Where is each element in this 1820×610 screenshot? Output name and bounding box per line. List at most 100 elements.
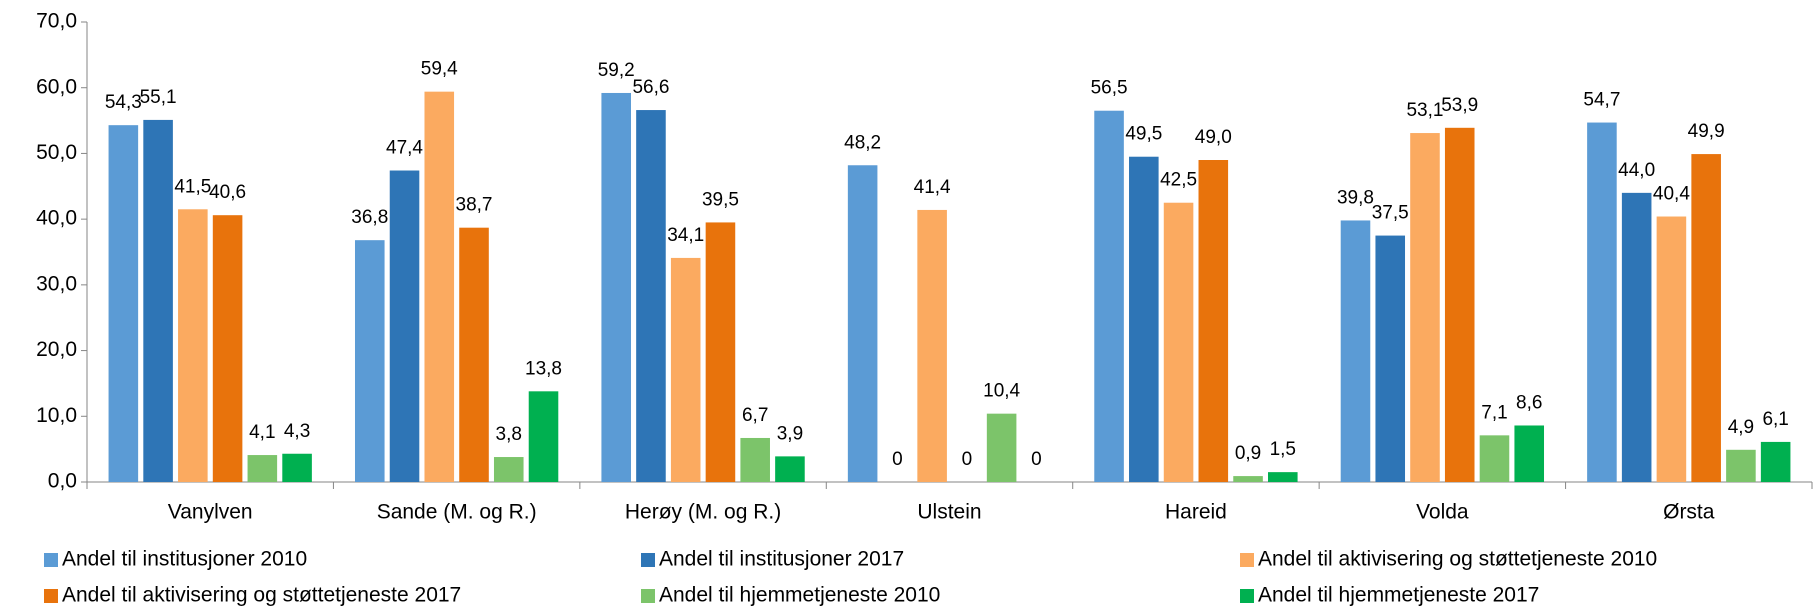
bar bbox=[354, 240, 385, 482]
value-label: 42,5 bbox=[1160, 170, 1197, 191]
x-tick-label: Volda bbox=[1416, 501, 1469, 524]
value-label: 1,5 bbox=[1270, 439, 1296, 460]
bar bbox=[740, 437, 770, 482]
bar bbox=[775, 456, 805, 482]
bar bbox=[389, 170, 420, 482]
value-label: 3,8 bbox=[496, 424, 522, 445]
value-label: 4,3 bbox=[284, 421, 310, 442]
legend-label: Andel til aktivisering og støttetjeneste… bbox=[1258, 548, 1657, 571]
legend-swatch bbox=[44, 589, 58, 603]
bar bbox=[670, 257, 701, 482]
y-tick-label: 10,0 bbox=[36, 404, 77, 427]
y-tick-label: 20,0 bbox=[36, 338, 77, 361]
bar bbox=[1621, 192, 1652, 482]
value-label: 40,6 bbox=[209, 182, 246, 203]
value-label: 55,1 bbox=[140, 87, 177, 108]
value-label: 41,5 bbox=[174, 176, 211, 197]
legend-swatch bbox=[641, 589, 655, 603]
bar bbox=[636, 110, 666, 483]
y-tick-label: 60,0 bbox=[36, 75, 77, 98]
x-tick-label: Hareid bbox=[1165, 501, 1227, 524]
y-tick-label: 50,0 bbox=[36, 141, 77, 164]
bar bbox=[143, 119, 173, 483]
y-tick-label: 30,0 bbox=[36, 272, 77, 295]
bar bbox=[528, 391, 559, 482]
value-label: 53,9 bbox=[1441, 95, 1478, 116]
bar bbox=[108, 125, 139, 483]
bar bbox=[178, 209, 208, 483]
value-label: 38,7 bbox=[456, 195, 493, 216]
legend-label: Andel til hjemmetjeneste 2010 bbox=[659, 584, 940, 607]
value-label: 48,2 bbox=[844, 132, 881, 153]
bar bbox=[459, 227, 489, 482]
bar bbox=[493, 457, 524, 482]
value-label: 3,9 bbox=[777, 423, 803, 444]
bar bbox=[601, 92, 631, 482]
x-tick-label: Sande (M. og R.) bbox=[377, 501, 537, 524]
legend-swatch bbox=[1240, 553, 1254, 567]
legend-swatch bbox=[44, 553, 58, 567]
bar bbox=[1514, 425, 1545, 482]
bar bbox=[282, 453, 312, 482]
legend-label: Andel til aktivisering og støttetjeneste… bbox=[62, 584, 461, 607]
bar bbox=[1691, 154, 1721, 483]
value-label: 8,6 bbox=[1516, 393, 1542, 414]
x-tick-label: Vanylven bbox=[168, 501, 253, 524]
value-label: 36,8 bbox=[351, 207, 388, 228]
bar bbox=[212, 215, 243, 482]
bar bbox=[1760, 441, 1791, 482]
bar bbox=[1726, 449, 1756, 482]
bar bbox=[986, 413, 1017, 482]
legend-swatch bbox=[1240, 589, 1254, 603]
value-label: 56,5 bbox=[1091, 78, 1128, 99]
value-label: 13,8 bbox=[525, 358, 562, 379]
bar bbox=[247, 455, 278, 482]
value-label: 54,3 bbox=[105, 92, 142, 113]
value-label: 54,7 bbox=[1583, 90, 1620, 111]
value-label: 0,9 bbox=[1235, 443, 1261, 464]
x-tick-label: Ulstein bbox=[917, 501, 981, 524]
value-label: 41,4 bbox=[914, 177, 951, 198]
bar bbox=[1340, 220, 1371, 482]
bar bbox=[1233, 476, 1263, 482]
value-label: 40,4 bbox=[1653, 184, 1690, 205]
bar bbox=[1444, 127, 1475, 483]
value-label: 39,8 bbox=[1337, 187, 1374, 208]
bar bbox=[1375, 235, 1406, 482]
value-label: 4,1 bbox=[249, 422, 275, 443]
legend-swatch bbox=[641, 553, 655, 567]
value-label: 56,6 bbox=[632, 77, 669, 98]
bar bbox=[1268, 472, 1298, 482]
bar bbox=[1163, 202, 1194, 482]
value-label: 47,4 bbox=[386, 138, 423, 159]
legend-label: Andel til hjemmetjeneste 2017 bbox=[1258, 584, 1539, 607]
bar bbox=[1094, 110, 1124, 482]
legend-label: Andel til institusjoner 2010 bbox=[62, 548, 307, 571]
value-label: 59,2 bbox=[598, 60, 635, 81]
x-tick-label: Ørsta bbox=[1663, 501, 1715, 524]
value-label: 44,0 bbox=[1618, 160, 1655, 181]
value-label: 0 bbox=[1031, 449, 1042, 470]
value-label: 37,5 bbox=[1372, 203, 1409, 224]
y-tick-label: 0,0 bbox=[48, 470, 77, 493]
value-label: 39,5 bbox=[702, 189, 739, 210]
value-label: 10,4 bbox=[983, 381, 1020, 402]
bar bbox=[1656, 216, 1687, 482]
bar bbox=[1410, 133, 1440, 483]
value-label: 6,7 bbox=[742, 405, 768, 426]
bar bbox=[917, 209, 947, 482]
bar bbox=[847, 165, 878, 482]
bar bbox=[1129, 156, 1159, 482]
legend-label: Andel til institusjoner 2017 bbox=[659, 548, 904, 571]
y-tick-label: 40,0 bbox=[36, 207, 77, 230]
value-label: 34,1 bbox=[667, 225, 704, 246]
bar bbox=[1198, 160, 1229, 482]
value-label: 0 bbox=[892, 449, 903, 470]
value-label: 53,1 bbox=[1406, 100, 1443, 121]
bar bbox=[1587, 122, 1617, 483]
bar bbox=[705, 222, 736, 482]
y-tick-label: 70,0 bbox=[36, 10, 77, 33]
value-label: 7,1 bbox=[1481, 402, 1507, 423]
